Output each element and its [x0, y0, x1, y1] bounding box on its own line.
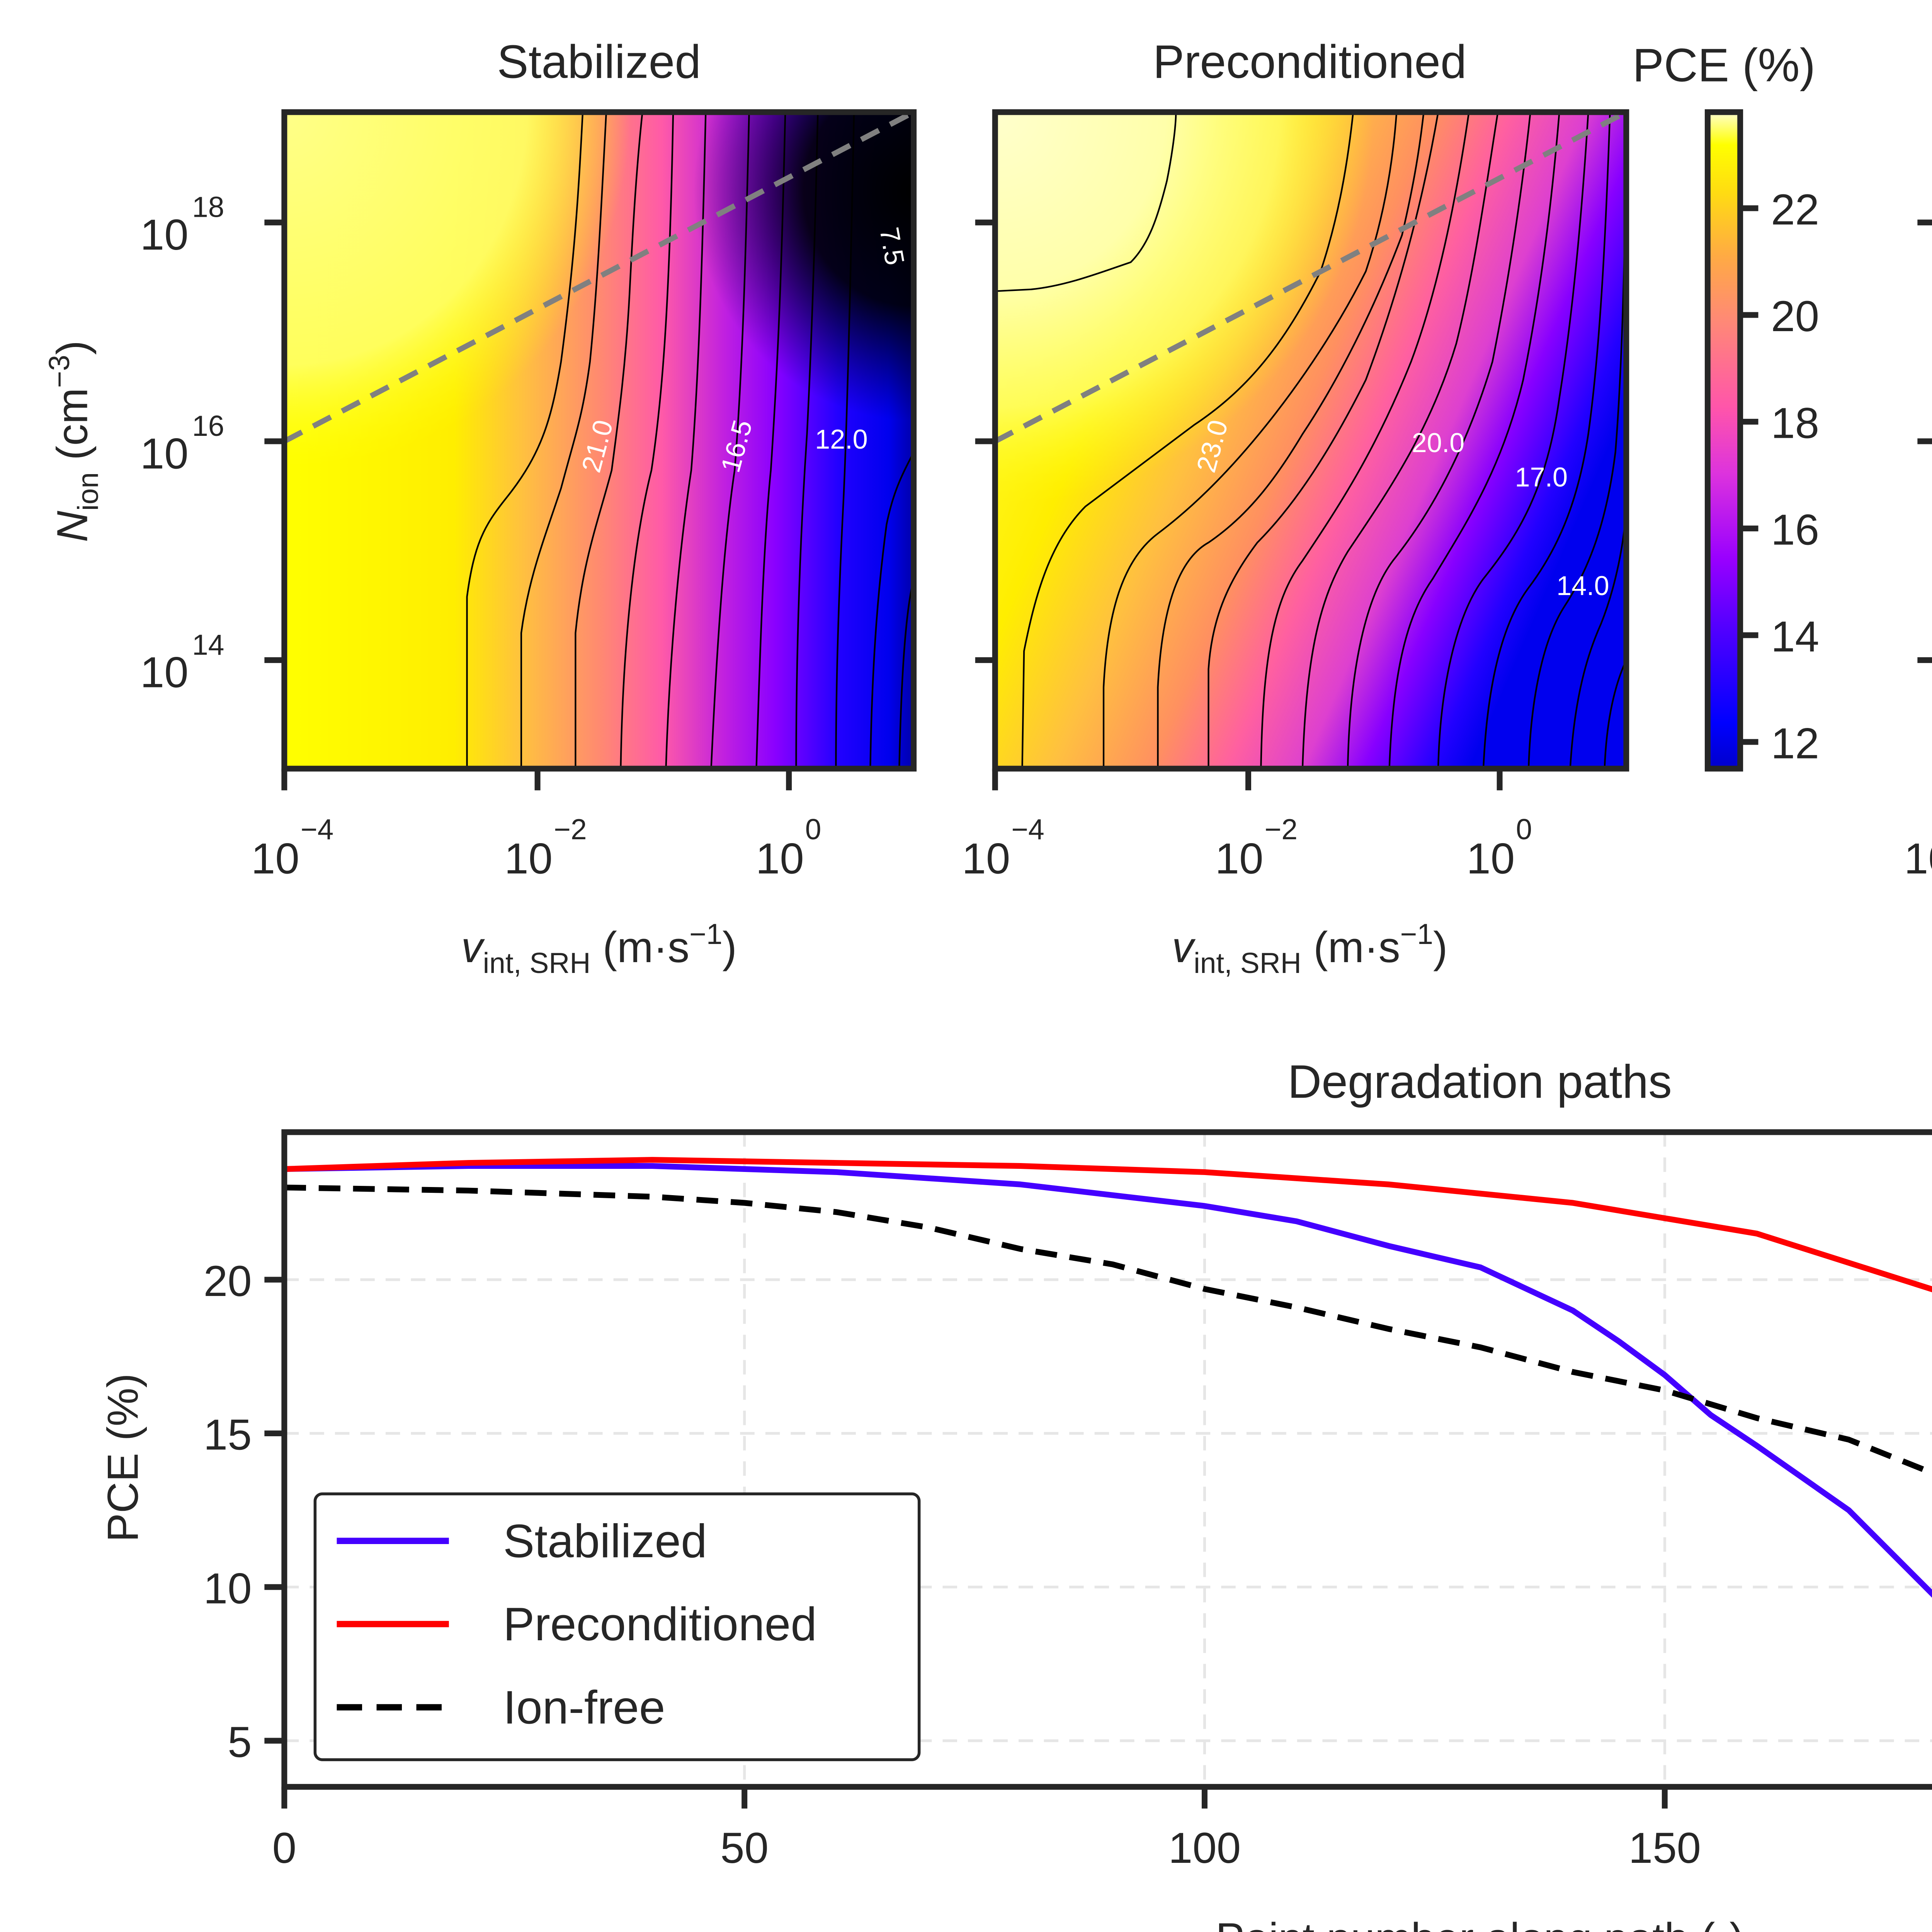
y-axis-ticks — [975, 219, 995, 663]
heatmap-preconditioned — [995, 112, 1626, 769]
x-tick-label: 10−4 — [1904, 834, 1932, 883]
colorbar-gradient — [1708, 112, 1740, 769]
svg-text:10: 10 — [962, 834, 1010, 883]
contour-label: 20.0 — [1412, 427, 1465, 458]
svg-text:18: 18 — [192, 191, 224, 223]
y-tick-label: 10 14 — [140, 628, 224, 696]
x-tick-label: 100 — [756, 813, 821, 883]
x-axis-label: Point number along path (-) — [1216, 1914, 1744, 1932]
colorbar-tick-label: 14 — [1771, 612, 1819, 661]
svg-text:10: 10 — [1904, 834, 1932, 883]
panel-title-preconditioned: Preconditioned — [1153, 35, 1467, 88]
svg-text:10: 10 — [1215, 834, 1264, 883]
series-preconditioned — [284, 1157, 1932, 1293]
y-tick-label: 20 — [204, 1257, 252, 1305]
svg-text:10: 10 — [140, 429, 189, 478]
dashed-reference-line — [284, 112, 914, 444]
contour-lines — [995, 112, 1626, 769]
svg-text:16: 16 — [192, 410, 224, 442]
colorbar-frame — [1704, 109, 1743, 772]
y-axis-ticks: 5 10 15 20 — [204, 1257, 284, 1766]
heatmap-stabilized — [284, 112, 914, 769]
svg-text:−4: −4 — [301, 813, 333, 845]
legend-label: Preconditioned — [503, 1598, 817, 1650]
x-axis: 10−4 10−2 100 vint, SRH (m·s−1) — [1904, 834, 1932, 883]
svg-text:−2: −2 — [554, 813, 587, 845]
contour-label: 12.0 — [815, 424, 868, 454]
svg-text:−2: −2 — [1265, 813, 1298, 845]
x-tick-label: 50 — [720, 1823, 769, 1872]
legend-label: Stabilized — [503, 1515, 707, 1567]
panel-difference: Difference 2.4 5.6 — [1904, 219, 1932, 883]
series-stabilized — [284, 1163, 1932, 1598]
colorbar-tick-label: 16 — [1771, 505, 1819, 554]
x-tick-label: 10−2 — [1215, 813, 1298, 883]
svg-text:14: 14 — [192, 628, 224, 661]
panel-preconditioned: Preconditioned 23. — [962, 35, 1629, 979]
x-tick-label: 10−2 — [504, 813, 587, 883]
y-tick-label: 10 16 — [140, 410, 224, 478]
contour-lines — [466, 112, 914, 769]
panel-title-stabilized: Stabilized — [497, 35, 701, 88]
axes-frame — [281, 1129, 1932, 1790]
y-tick-label: 15 — [204, 1410, 252, 1459]
y-axis: 10 18 10 16 10 14 Nion (cm−3) — [43, 191, 284, 697]
y-axis-label: PCE (%) — [99, 1373, 147, 1542]
x-axis: 10−4 10−2 100 vint, SRH (m·s−1) — [251, 769, 821, 979]
panel-degradation-paths: Degradation paths Ionic gainIonic lossΔP… — [99, 1055, 1932, 1932]
contour-label: 17.0 — [1515, 462, 1568, 492]
svg-text:10: 10 — [140, 648, 189, 697]
svg-text:10: 10 — [251, 834, 299, 883]
svg-text:10: 10 — [1466, 834, 1515, 883]
y-tick-label: 10 18 — [140, 191, 224, 259]
y-axis-ticks — [1917, 219, 1932, 663]
x-axis-label: vint, SRH (m·s−1) — [1172, 918, 1448, 979]
colorbar-tick-label: 18 — [1771, 398, 1819, 447]
y-tick-label: 5 — [228, 1718, 252, 1766]
x-tick-label: 100 — [1168, 1823, 1241, 1872]
svg-text:0: 0 — [1516, 813, 1532, 845]
colorbar-pce: PCE (%) 12 14 16 18 20 22 — [1633, 39, 1819, 772]
legend: Stabilized Preconditioned Ion-free — [313, 1492, 921, 1761]
series-ion-free — [284, 1184, 1932, 1476]
colorbar-tick-label: 12 — [1771, 719, 1819, 767]
y-axis-label: Nion (cm−3) — [43, 340, 104, 542]
x-axis: 10−4 10−2 100 vint, SRH (m·s−1) — [962, 769, 1532, 979]
svg-text:−4: −4 — [1011, 813, 1044, 845]
legend-box — [313, 1492, 921, 1761]
data-series — [284, 1157, 1932, 1598]
y-tick-label: 10 — [204, 1564, 252, 1612]
panel-stabilized: Stabilized 21.0 16.5 12.0 — [43, 35, 917, 979]
colorbar-tick-label: 20 — [1771, 292, 1819, 340]
contour-label: 14.0 — [1556, 570, 1609, 601]
svg-text:0: 0 — [805, 813, 821, 845]
panel-title-degradation: Degradation paths — [1287, 1055, 1672, 1108]
contour-label: 7.5 — [874, 225, 911, 267]
legend-label: Ion-free — [503, 1681, 665, 1734]
dashed-reference-line — [995, 112, 1626, 444]
x-tick-label: 10−4 — [962, 813, 1044, 883]
svg-text:10: 10 — [140, 210, 189, 259]
heatmap-dark-region — [284, 112, 914, 769]
x-tick-label: 0 — [272, 1823, 296, 1872]
colorbar-label: PCE (%) — [1633, 39, 1815, 92]
svg-text:10: 10 — [504, 834, 553, 883]
colorbar-tick-label: 22 — [1771, 185, 1819, 234]
x-tick-label: 10−4 — [251, 813, 333, 883]
svg-text:10: 10 — [756, 834, 804, 883]
x-tick-label: 100 — [1466, 813, 1532, 883]
x-axis-ticks: 050100150200250 — [272, 1787, 1701, 1872]
x-axis-label: vint, SRH (m·s−1) — [461, 918, 737, 979]
colorbar-ticks: 12 14 16 18 20 22 — [1740, 185, 1819, 767]
x-tick-label: 150 — [1629, 1823, 1701, 1872]
